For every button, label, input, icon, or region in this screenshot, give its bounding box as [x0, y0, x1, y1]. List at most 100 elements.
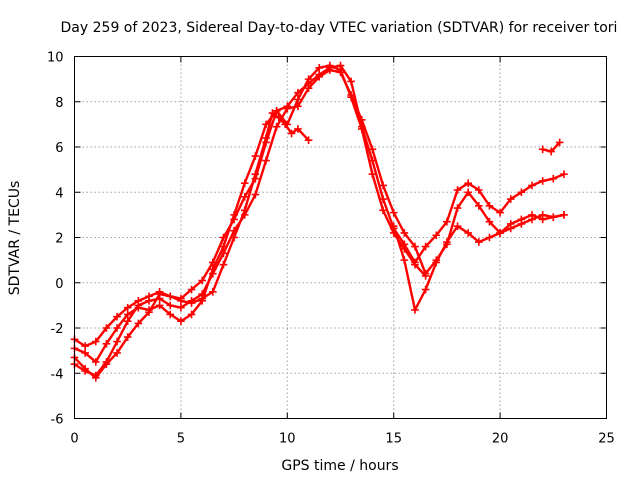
data-point: [177, 303, 185, 312]
data-point: [113, 337, 121, 346]
data-point: [198, 297, 206, 305]
data-point: [187, 297, 196, 305]
data-point: [304, 136, 313, 145]
data-point: [347, 91, 355, 99]
data-point: [123, 317, 132, 326]
y-tick-label: -4: [51, 367, 64, 382]
data-point: [517, 188, 526, 197]
data-point: [538, 145, 547, 154]
data-point: [251, 174, 260, 183]
data-point: [240, 179, 249, 187]
data-point: [123, 303, 132, 312]
x-tick-label: 0: [70, 432, 78, 447]
y-tick-label: -6: [51, 413, 64, 428]
data-point: [496, 229, 504, 237]
data-point: [528, 215, 536, 224]
data-point: [294, 95, 302, 104]
data-point: [336, 68, 345, 77]
data-point: [123, 333, 132, 341]
data-point: [379, 181, 387, 190]
data-point: [547, 147, 555, 156]
data-point: [485, 233, 494, 242]
data-point: [421, 242, 430, 251]
data-point: [91, 337, 100, 346]
data-point: [421, 285, 430, 294]
x-tick-label: 15: [385, 432, 402, 447]
data-point: [315, 73, 324, 81]
data-point: [464, 179, 472, 187]
data-point: [187, 285, 196, 294]
data-point: [432, 258, 441, 267]
data-point: [421, 269, 430, 278]
data-point: [166, 292, 175, 301]
data-point: [411, 306, 419, 314]
data-point: [102, 358, 111, 366]
y-tick-label: 4: [55, 186, 63, 201]
data-point: [91, 371, 100, 380]
data-point: [230, 215, 238, 224]
data-point: [475, 238, 483, 246]
data-point: [219, 233, 228, 242]
data-point: [81, 342, 89, 350]
data-point: [560, 170, 568, 178]
x-tick-label: 25: [598, 432, 615, 447]
data-point: [240, 211, 249, 219]
chart-title: Day 259 of 2023, Sidereal Day-to-day VTE…: [61, 20, 618, 36]
data-point: [400, 256, 409, 264]
data-point: [304, 84, 313, 92]
data-point: [209, 269, 217, 278]
data-point: [294, 88, 302, 97]
y-tick-label: 10: [47, 51, 64, 66]
data-point: [294, 125, 302, 133]
data-point: [113, 312, 121, 321]
data-point: [453, 222, 462, 230]
data-point: [315, 64, 324, 72]
data-point: [443, 238, 451, 246]
data-point: [485, 217, 494, 226]
data-point: [187, 310, 196, 319]
data-point: [453, 186, 462, 194]
data-point: [336, 61, 345, 70]
data-point: [177, 294, 185, 303]
data-point: [389, 222, 398, 230]
data-point: [411, 242, 419, 251]
x-axis-label: GPS time / hours: [281, 458, 398, 474]
data-point: [560, 211, 568, 219]
y-tick-label: 0: [55, 277, 63, 292]
data-point: [453, 204, 462, 212]
data-point: [262, 120, 270, 129]
data-point: [287, 129, 296, 138]
data-point: [443, 217, 451, 226]
data-point: [379, 195, 387, 203]
data-point: [411, 258, 419, 267]
data-point: [91, 358, 100, 366]
series-line: [73, 64, 427, 364]
data-point: [368, 156, 377, 165]
data-point: [326, 66, 334, 74]
y-tick-label: 8: [55, 96, 63, 111]
data-point: [230, 226, 238, 235]
y-tick-label: 2: [55, 232, 63, 247]
y-tick-label: -2: [51, 322, 64, 337]
x-tick-label: 10: [279, 432, 296, 447]
data-point: [283, 104, 292, 113]
data-point: [528, 181, 536, 190]
data-point: [81, 349, 89, 357]
x-tick-label: 20: [492, 432, 509, 447]
data-point: [219, 249, 228, 258]
data-point: [368, 145, 377, 154]
data-point: [400, 240, 409, 249]
series-track-6: [538, 138, 564, 156]
data-point: [209, 288, 217, 296]
data-point: [283, 120, 292, 129]
data-point: [166, 310, 175, 319]
data-point: [368, 170, 377, 178]
data-point: [464, 229, 472, 237]
data-point: [209, 258, 217, 267]
data-point: [177, 317, 185, 326]
data-point: [145, 308, 153, 316]
y-tick-label: 6: [55, 141, 63, 156]
data-point: [134, 319, 143, 328]
data-point: [113, 324, 121, 332]
data-point: [347, 77, 355, 86]
